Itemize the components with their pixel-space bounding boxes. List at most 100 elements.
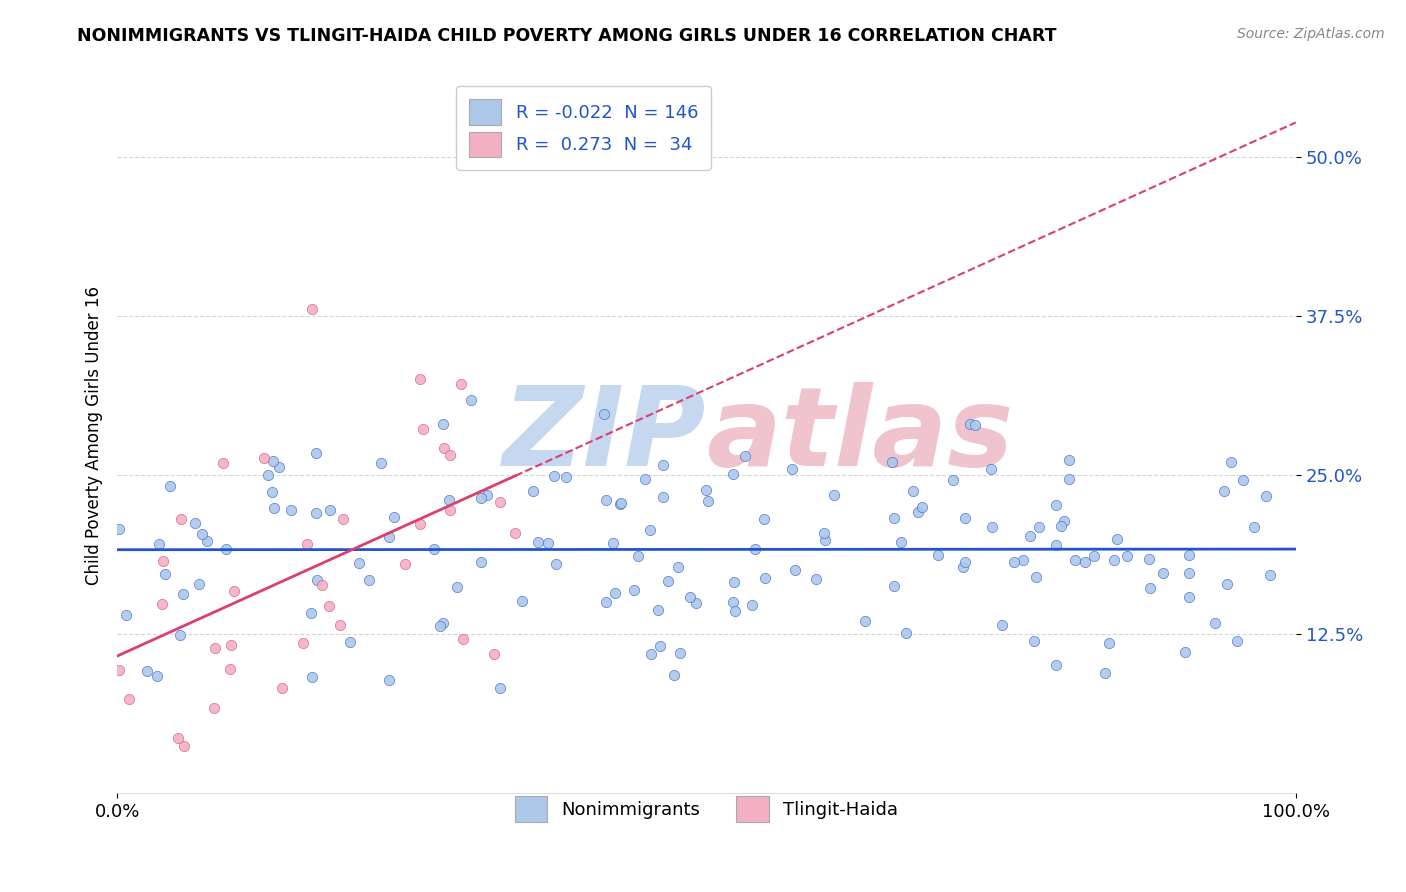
Point — [470, 491, 492, 505]
Point — [666, 560, 689, 574]
Point — [679, 591, 702, 605]
Point — [669, 646, 692, 660]
Point — [1256, 489, 1278, 503]
Point — [150, 597, 173, 611]
Point — [1258, 568, 1281, 582]
Point — [1059, 471, 1081, 485]
Point — [108, 664, 131, 678]
Point — [319, 503, 342, 517]
Point — [1213, 483, 1236, 498]
Point — [662, 667, 685, 681]
Point — [460, 392, 482, 407]
Point — [1102, 553, 1125, 567]
Point — [527, 534, 550, 549]
Point — [184, 516, 207, 530]
Point — [651, 458, 673, 473]
Point — [814, 533, 837, 547]
Point — [894, 626, 917, 640]
Point — [382, 509, 405, 524]
Point — [1226, 634, 1249, 648]
Point — [260, 484, 283, 499]
Y-axis label: Child Poverty Among Girls Under 16: Child Poverty Among Girls Under 16 — [86, 286, 103, 585]
Point — [890, 534, 912, 549]
Text: ZIP: ZIP — [503, 382, 706, 489]
Point — [409, 516, 432, 531]
Point — [696, 493, 718, 508]
Point — [626, 549, 648, 564]
Point — [652, 490, 675, 504]
Point — [195, 534, 218, 549]
Point — [543, 468, 565, 483]
Point — [780, 462, 803, 476]
Point — [257, 467, 280, 482]
Point — [754, 571, 776, 585]
Point — [267, 460, 290, 475]
Point — [723, 595, 745, 609]
Text: NONIMMIGRANTS VS TLINGIT-HAIDA CHILD POVERTY AMONG GIRLS UNDER 16 CORRELATION CH: NONIMMIGRANTS VS TLINGIT-HAIDA CHILD POV… — [77, 27, 1057, 45]
Point — [187, 577, 209, 591]
Point — [1107, 532, 1129, 546]
Point — [602, 536, 624, 550]
Point — [942, 473, 965, 487]
Point — [1137, 552, 1160, 566]
Point — [347, 556, 370, 570]
Point — [148, 537, 170, 551]
Point — [191, 526, 214, 541]
Point — [1098, 636, 1121, 650]
Point — [911, 500, 934, 514]
Point — [1045, 538, 1067, 552]
Legend: Nonimmigrants, Tlingit-Haida: Nonimmigrants, Tlingit-Haida — [502, 783, 911, 834]
Point — [804, 572, 827, 586]
Point — [1045, 498, 1067, 512]
Point — [980, 520, 1002, 534]
Point — [595, 595, 617, 609]
Point — [813, 526, 835, 541]
Point — [108, 522, 131, 536]
Point — [377, 673, 399, 688]
Point — [695, 483, 717, 498]
Point — [907, 505, 929, 519]
Point — [1243, 519, 1265, 533]
Point — [648, 639, 671, 653]
Point — [135, 664, 157, 678]
Point — [301, 670, 323, 684]
Point — [432, 417, 454, 431]
Point — [1174, 645, 1197, 659]
Point — [224, 584, 246, 599]
Point — [114, 608, 136, 623]
Point — [305, 573, 328, 587]
Point — [724, 604, 747, 618]
Point — [721, 467, 744, 482]
Point — [482, 647, 505, 661]
Point — [744, 541, 766, 556]
Point — [301, 301, 323, 316]
Point — [953, 556, 976, 570]
Point — [980, 461, 1002, 475]
Point — [734, 449, 756, 463]
Point — [291, 636, 314, 650]
Point — [152, 554, 174, 568]
Point — [546, 557, 568, 571]
Point — [412, 422, 434, 436]
Point — [1025, 570, 1047, 584]
Point — [204, 640, 226, 655]
Point — [437, 492, 460, 507]
Point — [1064, 553, 1087, 567]
Text: Source: ZipAtlas.com: Source: ZipAtlas.com — [1237, 27, 1385, 41]
Point — [1083, 549, 1105, 563]
Point — [173, 739, 195, 753]
Point — [990, 618, 1012, 632]
Point — [370, 457, 392, 471]
Point — [295, 537, 318, 551]
Point — [1012, 553, 1035, 567]
Point — [439, 503, 461, 517]
Point — [623, 583, 645, 598]
Point — [610, 496, 633, 510]
Point — [595, 493, 617, 508]
Point — [609, 497, 631, 511]
Point — [883, 579, 905, 593]
Point — [823, 488, 845, 502]
Point — [634, 472, 657, 486]
Point — [219, 638, 242, 652]
Point — [510, 594, 533, 608]
